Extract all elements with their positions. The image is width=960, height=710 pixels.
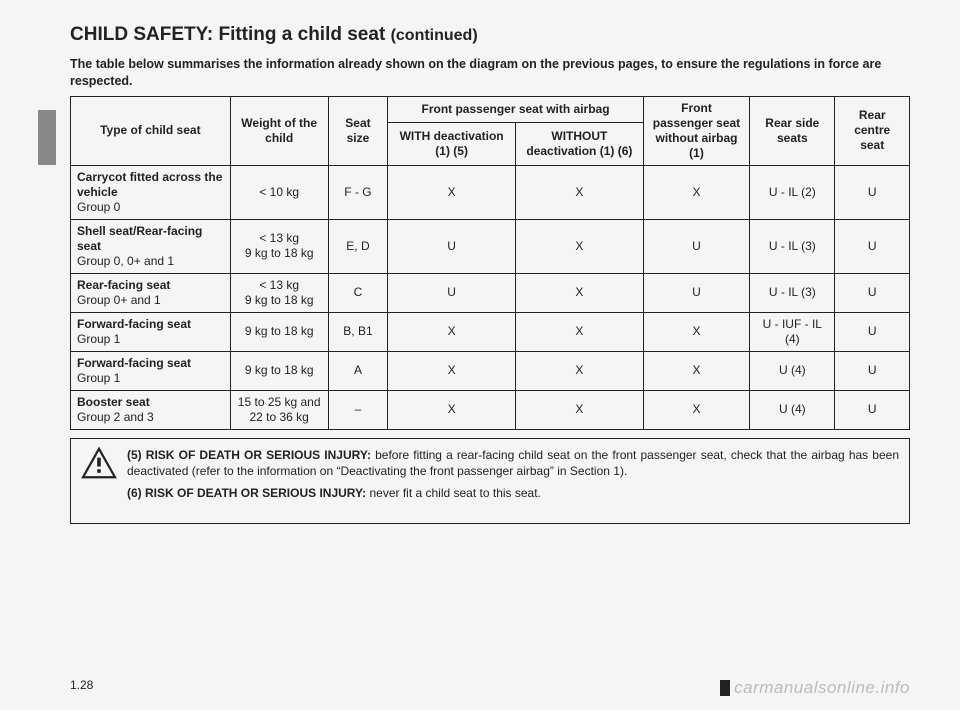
th-rear-side: Rear side seats [750,96,835,165]
th-without-deact: WITHOUT deactivation (1) (6) [516,123,644,166]
cell-weight: < 10 kg [230,165,328,219]
cell-rearside: U (4) [750,351,835,390]
cell-noairbag: X [643,165,749,219]
cell-type: Booster seatGroup 2 and 3 [71,390,231,429]
th-with-deact: WITH deactivation (1) (5) [388,123,516,166]
cell-noairbag: X [643,351,749,390]
warn5-label: (5) RISK OF DEATH OR SERIOUS INJURY: [127,448,375,462]
cell-noairbag: U [643,219,749,273]
th-no-airbag: Front passenger seat without airbag (1) [643,96,749,165]
cell-weight: 15 to 25 kg and 22 to 36 kg [230,390,328,429]
watermark: carmanualsonline.info [734,678,910,698]
cell-without: X [516,351,644,390]
table-row: Rear-facing seatGroup 0+ and 1< 13 kg 9 … [71,273,910,312]
cell-rearcentre: U [835,273,910,312]
page-title: CHILD SAFETY: Fitting a child seat (cont… [70,24,910,46]
cell-with: U [388,273,516,312]
cell-type: Shell seat/Rear-facing seatGroup 0, 0+ a… [71,219,231,273]
warning-icon [81,447,117,479]
cell-with: X [388,312,516,351]
cell-rearside: U - IUF - IL (4) [750,312,835,351]
cell-rearcentre: U [835,351,910,390]
cell-type: Forward-facing seatGroup 1 [71,312,231,351]
table-row: Shell seat/Rear-facing seatGroup 0, 0+ a… [71,219,910,273]
cell-type: Carrycot fitted across the vehicleGroup … [71,165,231,219]
table-body: Carrycot fitted across the vehicleGroup … [71,165,910,429]
cell-without: X [516,219,644,273]
cell-rearside: U (4) [750,390,835,429]
cell-rearside: U - IL (3) [750,273,835,312]
cell-with: U [388,219,516,273]
cell-with: X [388,165,516,219]
cell-with: X [388,390,516,429]
cell-rearcentre: U [835,219,910,273]
cell-type: Rear-facing seatGroup 0+ and 1 [71,273,231,312]
page-number: 1.28 [70,678,93,692]
th-rear-centre: Rear centre seat [835,96,910,165]
table-row: Booster seatGroup 2 and 315 to 25 kg and… [71,390,910,429]
title-main: CHILD SAFETY: Fitting a child seat [70,24,391,45]
warning-line-5: (5) RISK OF DEATH OR SERIOUS INJURY: bef… [127,447,899,479]
cell-rearside: U - IL (2) [750,165,835,219]
th-weight: Weight of the child [230,96,328,165]
warning-line-6: (6) RISK OF DEATH OR SERIOUS INJURY: nev… [127,485,899,501]
child-seat-table: Type of child seat Weight of the child S… [70,96,910,430]
cell-rearside: U - IL (3) [750,219,835,273]
th-type: Type of child seat [71,96,231,165]
cell-size: A [328,351,388,390]
cell-weight: 9 kg to 18 kg [230,312,328,351]
cell-size: – [328,390,388,429]
intro-text: The table below summarises the informati… [70,56,910,90]
cell-type: Forward-facing seatGroup 1 [71,351,231,390]
cell-with: X [388,351,516,390]
warning-box: (5) RISK OF DEATH OR SERIOUS INJURY: bef… [70,438,910,525]
cell-size: B, B1 [328,312,388,351]
cell-size: E, D [328,219,388,273]
cell-without: X [516,273,644,312]
print-mark [720,680,730,696]
side-tab [38,110,56,165]
cell-rearcentre: U [835,312,910,351]
cell-size: C [328,273,388,312]
table-row: Forward-facing seatGroup 19 kg to 18 kgB… [71,312,910,351]
cell-without: X [516,165,644,219]
cell-weight: < 13 kg 9 kg to 18 kg [230,219,328,273]
table-row: Carrycot fitted across the vehicleGroup … [71,165,910,219]
cell-without: X [516,390,644,429]
cell-without: X [516,312,644,351]
warning-text: (5) RISK OF DEATH OR SERIOUS INJURY: bef… [127,447,899,502]
th-front-span: Front passenger seat with airbag [388,96,644,122]
cell-weight: < 13 kg 9 kg to 18 kg [230,273,328,312]
manual-page: CHILD SAFETY: Fitting a child seat (cont… [0,0,960,710]
cell-weight: 9 kg to 18 kg [230,351,328,390]
cell-noairbag: U [643,273,749,312]
warn6-text: never fit a child seat to this seat. [369,486,540,500]
warn6-label: (6) RISK OF DEATH OR SERIOUS INJURY: [127,486,369,500]
table-row: Forward-facing seatGroup 19 kg to 18 kgA… [71,351,910,390]
cell-size: F - G [328,165,388,219]
cell-noairbag: X [643,312,749,351]
cell-noairbag: X [643,390,749,429]
cell-rearcentre: U [835,165,910,219]
title-continued: (continued) [391,27,478,44]
th-size: Seat size [328,96,388,165]
cell-rearcentre: U [835,390,910,429]
